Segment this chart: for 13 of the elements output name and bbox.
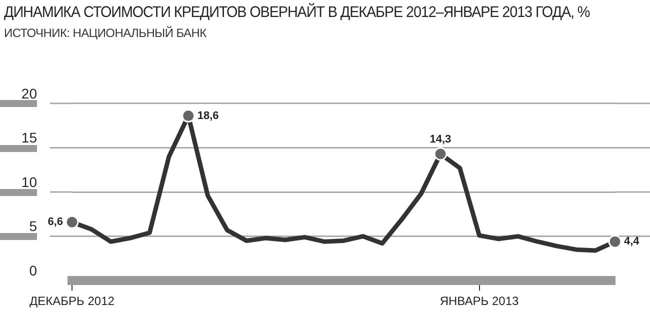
y-tick-label: 0	[29, 262, 38, 278]
y-tick-label: 5	[29, 218, 38, 234]
x-tick-label: ДЕКАБРЬ 2012	[30, 294, 115, 308]
chart-title: ДИНАМИКА СТОИМОСТИ КРЕДИТОВ ОВЕРНАЙТ В ДЕКАБРЕ 2012–ЯНВАРЕ 2013 ГОДА, %	[4, 4, 590, 22]
data-label: 4,4	[624, 236, 640, 248]
y-tick-label: 20	[21, 85, 38, 102]
data-label: 6,6	[48, 216, 63, 228]
y-tick-label: 15	[21, 130, 38, 146]
data-label: 18,6	[197, 110, 219, 122]
y-tick-label: 10	[21, 174, 38, 190]
chart-subtitle: ИСТОЧНИК: НАЦИОНАЛЬНЫЙ БАНК	[4, 26, 206, 40]
x-tick-label: ЯНВАРЬ 2013	[440, 294, 519, 308]
data-label: 14,3	[430, 133, 452, 146]
